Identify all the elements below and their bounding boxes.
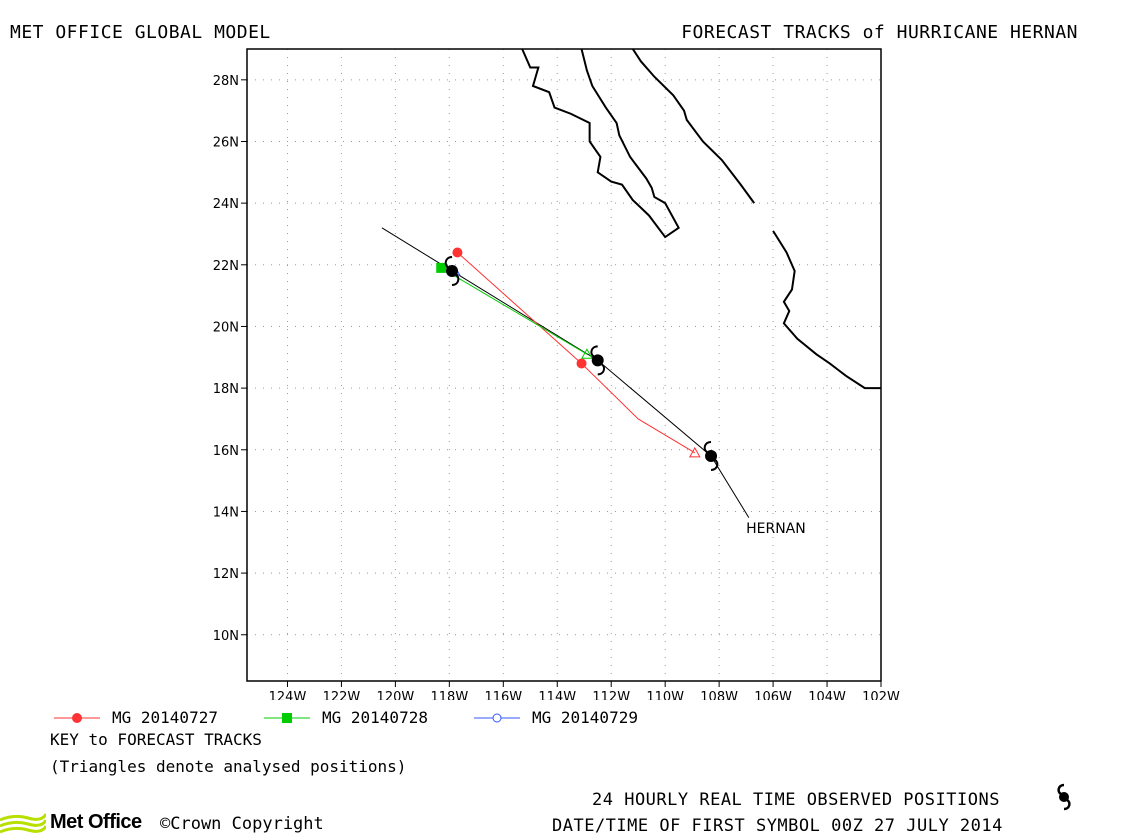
forecast-marker-circle xyxy=(576,358,587,369)
key-title: KEY to FORECAST TRACKS xyxy=(50,730,262,749)
legend-label: MG 20140727 xyxy=(112,708,218,727)
forecast-track-line xyxy=(457,252,696,454)
analysed-position-triangle xyxy=(688,446,701,458)
coastline xyxy=(772,230,881,390)
forecast-marker-circle xyxy=(452,247,463,258)
coastline-layer xyxy=(521,48,881,390)
tick-label-lat: 10N xyxy=(213,629,239,644)
legend-label: MG 20140729 xyxy=(532,708,638,727)
tick-label-lat: 18N xyxy=(213,382,239,397)
coastline xyxy=(521,48,680,239)
tick-label-lat: 16N xyxy=(213,444,239,459)
header-model-name: MET OFFICE GLOBAL MODEL xyxy=(10,22,271,43)
tick-label-lat: 28N xyxy=(213,74,239,89)
hurricane-arm-top xyxy=(703,440,712,453)
hurricane-position-icon xyxy=(590,345,606,376)
map-frame xyxy=(246,48,882,682)
tick-label-lon: 110W xyxy=(646,690,684,700)
crown-copyright: ©Crown Copyright xyxy=(160,814,324,834)
tick-label-lat: 24N xyxy=(213,197,239,212)
hurricane-position-icon xyxy=(703,440,719,471)
hurricane-arm-bottom xyxy=(597,363,606,376)
tick-label-lon: 122W xyxy=(323,690,361,700)
hurricane-eye xyxy=(591,354,604,367)
tick-label-lat: 14N xyxy=(213,505,239,520)
met-office-logo: Met Office xyxy=(0,808,142,836)
tick-label-lon: 114W xyxy=(538,690,576,700)
tick-label-lon: 108W xyxy=(700,690,738,700)
tracks-layer xyxy=(381,227,750,518)
tick-label-lon: 116W xyxy=(484,690,522,700)
met-office-logo-text: Met Office xyxy=(50,810,142,833)
hurricane-symbol-icon xyxy=(1057,783,1071,811)
hurricane-arm-top xyxy=(444,255,453,268)
storm-label: HERNAN xyxy=(746,521,806,537)
tick-label-lon: 120W xyxy=(377,690,415,700)
hurricane-arm-bottom xyxy=(710,459,719,471)
forecast-track-map: 28N 26N 24N 22N 20N 18N 16N 14N 12N 10N 124W 122W 12… xyxy=(213,48,900,700)
tick-label-lat: 26N xyxy=(213,135,239,150)
legend-marker-green-square xyxy=(264,712,310,723)
key-note: (Triangles denote analysed positions) xyxy=(50,757,407,776)
legend-marker-red-circle xyxy=(54,712,100,723)
tick-label-lon: 104W xyxy=(808,690,846,700)
tick-label-lon: 118W xyxy=(431,690,469,700)
tick-label-lon: 112W xyxy=(592,690,630,700)
hurricane-arm-bottom xyxy=(451,274,460,286)
legend-item-mg-20140728: MG 20140728 xyxy=(262,708,428,727)
hurricane-eye xyxy=(446,264,459,277)
legend-item-mg-20140727: MG 20140727 xyxy=(52,708,218,727)
axis-ticks: 28N 26N 24N 22N 20N 18N 16N 14N 12N 10N 124W 122W 12… xyxy=(213,74,900,700)
tick-label-lat: 12N xyxy=(213,567,239,582)
met-office-logo-icon xyxy=(0,813,46,834)
footer-observed-positions: 24 HOURLY REAL TIME OBSERVED POSITIONS xyxy=(592,790,1000,810)
hurricane-eye xyxy=(705,449,718,462)
legend-marker-blue-open-circle xyxy=(474,713,520,722)
tick-label-lon: 102W xyxy=(862,690,900,700)
footer-date-time: DATE/TIME OF FIRST SYMBOL 00Z 27 JULY 20… xyxy=(552,816,1003,836)
hurricane-arm-top xyxy=(590,345,598,358)
analysed-position-triangle xyxy=(581,348,593,359)
tick-label-lat: 22N xyxy=(213,259,239,274)
map-grid xyxy=(247,49,882,681)
legend-label: MG 20140728 xyxy=(322,708,428,727)
header-chart-title: FORECAST TRACKS of HURRICANE HERNAN xyxy=(681,22,1078,43)
tick-label-lon: 106W xyxy=(754,690,792,700)
forecast-marker-square xyxy=(436,262,447,273)
tick-label-lat: 20N xyxy=(213,320,239,335)
hurricane-position-icon xyxy=(444,255,460,286)
coastline xyxy=(631,48,756,204)
legend-item-mg-20140729: MG 20140729 xyxy=(472,708,638,727)
forecast-track-line xyxy=(440,267,588,355)
tick-label-lon: 124W xyxy=(269,690,307,700)
